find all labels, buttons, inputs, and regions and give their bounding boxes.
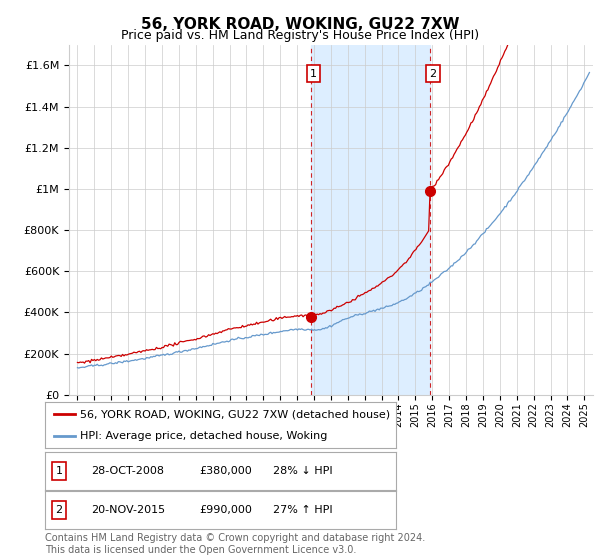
Text: 28% ↓ HPI: 28% ↓ HPI: [273, 466, 333, 476]
Text: Contains HM Land Registry data © Crown copyright and database right 2024.
This d: Contains HM Land Registry data © Crown c…: [45, 533, 425, 555]
Text: £380,000: £380,000: [199, 466, 252, 476]
Text: 56, YORK ROAD, WOKING, GU22 7XW: 56, YORK ROAD, WOKING, GU22 7XW: [141, 17, 459, 32]
Text: 27% ↑ HPI: 27% ↑ HPI: [273, 505, 333, 515]
Text: 20-NOV-2015: 20-NOV-2015: [91, 505, 165, 515]
Text: 56, YORK ROAD, WOKING, GU22 7XW (detached house): 56, YORK ROAD, WOKING, GU22 7XW (detache…: [80, 409, 390, 419]
Text: 28-OCT-2008: 28-OCT-2008: [91, 466, 164, 476]
Bar: [311, 45, 430, 395]
Text: 2: 2: [430, 69, 437, 78]
Text: 1: 1: [56, 466, 62, 476]
Text: HPI: Average price, detached house, Woking: HPI: Average price, detached house, Woki…: [80, 431, 328, 441]
Text: 1: 1: [310, 69, 317, 78]
Text: £990,000: £990,000: [199, 505, 253, 515]
Text: Price paid vs. HM Land Registry's House Price Index (HPI): Price paid vs. HM Land Registry's House …: [121, 29, 479, 42]
Text: 2: 2: [55, 505, 62, 515]
